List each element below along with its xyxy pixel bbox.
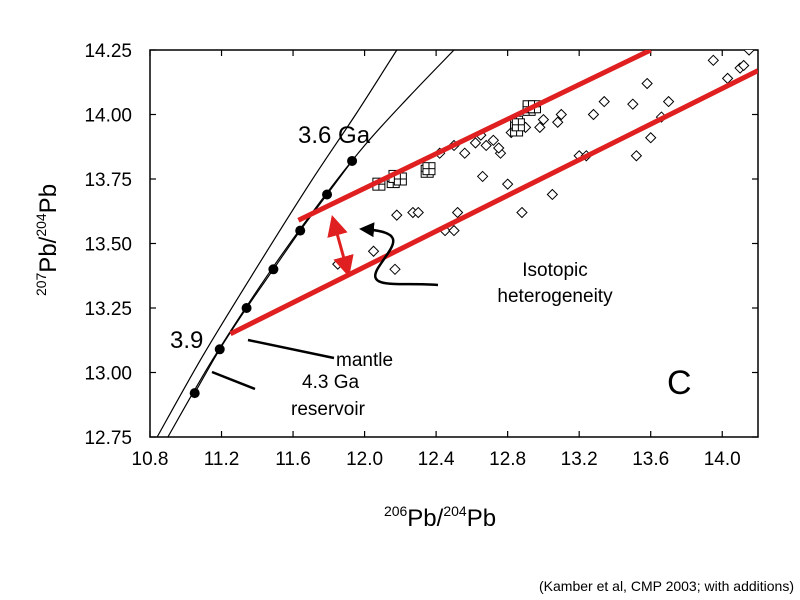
x-tick-label: 11.6 xyxy=(275,449,311,470)
diamond-points xyxy=(332,50,755,276)
diamond-point xyxy=(459,147,471,159)
diamond-point xyxy=(501,178,514,190)
diamond-point xyxy=(487,134,500,147)
diamond-point xyxy=(630,150,643,162)
panel-label: C xyxy=(667,364,692,402)
mantle-leader-line xyxy=(247,338,335,360)
x-axis-title-sup1: 206 xyxy=(384,503,408,519)
x-axis-title-mid: Pb/ xyxy=(407,505,443,532)
curve-mantle xyxy=(156,50,398,437)
label-mantle: mantle xyxy=(336,350,393,371)
diamond-point xyxy=(537,113,550,126)
diamond-point xyxy=(391,209,403,221)
y-tick-label: 13.75 xyxy=(84,170,132,191)
diamond-point xyxy=(516,206,528,219)
y-tick-label: 14.00 xyxy=(84,106,132,127)
diamond-point xyxy=(546,188,559,201)
y-tick-label: 12.75 xyxy=(84,428,132,449)
growth-curve-point xyxy=(189,388,200,399)
x-tick-label: 10.8 xyxy=(132,449,169,470)
diamond-point xyxy=(389,263,401,276)
y-tick-label: 14.25 xyxy=(84,41,132,62)
diamond-point xyxy=(737,59,750,72)
diamond-point xyxy=(707,54,720,67)
square-point xyxy=(422,162,436,176)
diamond-point xyxy=(480,139,492,152)
diamond-point xyxy=(662,95,675,108)
diamond-point xyxy=(644,132,657,144)
x-tick-label: 12.0 xyxy=(346,449,383,470)
diamond-point xyxy=(534,121,546,134)
diamond-point xyxy=(627,98,639,110)
growth-curve-point xyxy=(347,155,358,166)
diamond-point xyxy=(492,142,505,154)
heterogeneity-arrow xyxy=(327,214,354,278)
upper-reference-line xyxy=(297,50,652,223)
growth-curve-point xyxy=(214,344,225,355)
diamond-point xyxy=(451,206,464,219)
diamond-point xyxy=(448,224,460,237)
label-reservoir-line2: reservoir xyxy=(291,399,366,420)
diamond-point xyxy=(367,245,380,257)
diamond-point xyxy=(641,77,653,90)
x-axis-title-sup2: 204 xyxy=(443,503,467,519)
diamond-point xyxy=(412,206,424,219)
curve-4-3-ga-reservoir xyxy=(167,50,455,437)
y-axis-title-sup2: 204 xyxy=(33,213,49,237)
x-axis-title-end: Pb xyxy=(467,505,496,532)
y-axis-title: 207Pb/204Pb xyxy=(33,184,62,296)
diamond-point xyxy=(743,50,755,56)
x-tick-label: 13.6 xyxy=(632,449,669,470)
y-axis-title-end: Pb xyxy=(35,184,62,213)
growth-curve-point xyxy=(322,189,333,200)
growth-curve-points xyxy=(189,155,358,399)
plot-area xyxy=(156,50,758,437)
x-tick-label: 11.2 xyxy=(204,449,240,470)
label-heterogeneity: heterogeneity xyxy=(497,286,613,307)
diamond-point xyxy=(598,95,610,108)
diamond-point xyxy=(555,108,568,121)
x-tick-label: 12.8 xyxy=(489,449,526,470)
x-tick-label: 13.2 xyxy=(561,449,598,470)
y-axis-ticks: 12.75 13.00 13.25 13.50 13.75 14.00 14.25 xyxy=(84,41,758,449)
growth-curve-point xyxy=(295,225,306,236)
y-axis-title-sup1: 207 xyxy=(33,272,49,296)
label-reservoir-line1: 4.3 Ga xyxy=(302,372,359,393)
square-point xyxy=(511,118,525,132)
lower-reference-line xyxy=(229,68,758,337)
diamond-point xyxy=(476,170,489,183)
y-axis-title-mid: Pb/ xyxy=(35,236,62,272)
y-tick-label: 13.50 xyxy=(84,235,132,256)
y-tick-label: 13.25 xyxy=(84,299,132,320)
diamond-point xyxy=(587,108,600,121)
diamond-point xyxy=(332,258,344,270)
x-axis-ticks: 10.8 11.2 11.6 12.0 12.4 12.8 13.2 13.6 14.0 xyxy=(132,50,741,470)
y-tick-label: 13.00 xyxy=(84,364,132,385)
x-axis-title: 206Pb/204Pb xyxy=(384,503,496,532)
x-tick-label: 12.4 xyxy=(418,449,455,470)
reservoir-leader-line xyxy=(211,370,256,391)
label-isotopic: Isotopic xyxy=(522,260,587,281)
label-3-6-ga: 3.6 Ga xyxy=(298,122,371,149)
growth-curve-point xyxy=(268,264,279,275)
x-tick-label: 14.0 xyxy=(704,449,741,470)
label-3-9: 3.9 xyxy=(170,327,203,354)
diamond-point xyxy=(469,137,482,149)
growth-curve-point xyxy=(241,303,252,313)
isotopic-pointer xyxy=(359,222,439,287)
diamond-point xyxy=(552,116,564,128)
citation: (Kamber et al, CMP 2003; with additions) xyxy=(539,578,794,594)
